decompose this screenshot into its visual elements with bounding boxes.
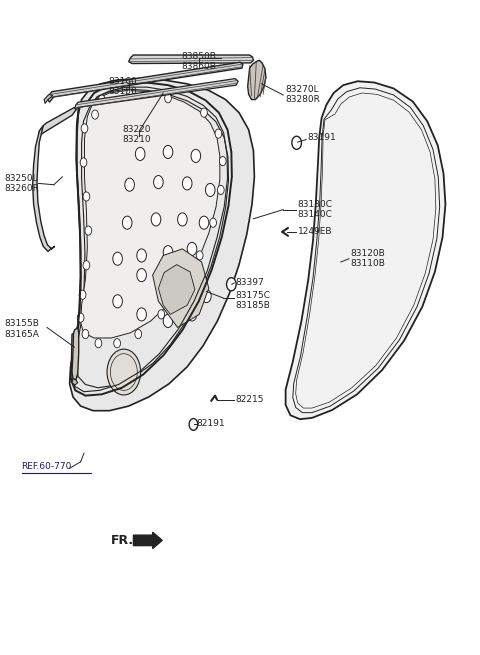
Polygon shape — [158, 265, 195, 314]
Circle shape — [92, 110, 98, 119]
Circle shape — [199, 216, 209, 229]
Text: 83160
83150: 83160 83150 — [108, 77, 137, 96]
Circle shape — [83, 192, 90, 201]
Polygon shape — [153, 249, 209, 328]
Circle shape — [114, 339, 120, 348]
Polygon shape — [72, 328, 79, 380]
Circle shape — [202, 290, 211, 303]
Text: 83175C
83185B: 83175C 83185B — [235, 291, 270, 310]
Circle shape — [182, 177, 192, 190]
Text: 83120B
83110B: 83120B 83110B — [350, 249, 385, 269]
Circle shape — [151, 213, 161, 226]
Circle shape — [135, 329, 142, 339]
Polygon shape — [44, 94, 53, 103]
Circle shape — [219, 157, 226, 166]
Text: FR.: FR. — [110, 534, 133, 547]
Circle shape — [191, 149, 201, 162]
Circle shape — [113, 295, 122, 308]
Circle shape — [210, 218, 216, 227]
Circle shape — [137, 249, 146, 262]
Circle shape — [163, 314, 173, 328]
Circle shape — [196, 251, 203, 260]
Circle shape — [82, 329, 89, 339]
Circle shape — [126, 90, 133, 99]
Circle shape — [85, 226, 92, 235]
Circle shape — [187, 242, 197, 255]
Circle shape — [135, 147, 145, 160]
Circle shape — [98, 95, 105, 104]
Text: 83220
83210: 83220 83210 — [122, 124, 151, 144]
Text: 83130C
83140C: 83130C 83140C — [298, 200, 333, 219]
Circle shape — [95, 339, 102, 348]
Circle shape — [187, 308, 197, 321]
Circle shape — [81, 124, 88, 133]
Circle shape — [217, 185, 224, 195]
Circle shape — [77, 313, 84, 322]
Polygon shape — [129, 55, 253, 64]
Text: 83397: 83397 — [235, 278, 264, 288]
Circle shape — [215, 129, 222, 138]
Circle shape — [178, 213, 187, 226]
Circle shape — [205, 183, 215, 196]
Circle shape — [227, 278, 236, 291]
Polygon shape — [286, 81, 445, 419]
Circle shape — [113, 252, 122, 265]
Circle shape — [122, 216, 132, 229]
Polygon shape — [70, 79, 254, 411]
Circle shape — [80, 158, 87, 167]
Polygon shape — [33, 126, 55, 252]
Circle shape — [201, 108, 207, 117]
Text: 83250L
83260R: 83250L 83260R — [5, 174, 40, 193]
Circle shape — [189, 419, 198, 430]
Polygon shape — [72, 379, 78, 385]
Circle shape — [158, 310, 165, 319]
Circle shape — [179, 282, 186, 291]
Text: 83191: 83191 — [307, 133, 336, 142]
Polygon shape — [81, 90, 220, 338]
Circle shape — [83, 261, 90, 270]
FancyArrow shape — [133, 532, 162, 549]
Polygon shape — [73, 79, 238, 113]
Circle shape — [163, 272, 173, 285]
Polygon shape — [71, 328, 78, 381]
Circle shape — [187, 272, 197, 285]
Text: 1249EB: 1249EB — [298, 227, 332, 236]
Circle shape — [163, 246, 173, 259]
Circle shape — [137, 269, 146, 282]
Text: 83850B
83860B: 83850B 83860B — [182, 52, 216, 71]
Circle shape — [165, 94, 171, 103]
Circle shape — [137, 308, 146, 321]
Polygon shape — [248, 60, 266, 100]
Polygon shape — [48, 62, 243, 102]
Circle shape — [292, 136, 301, 149]
Circle shape — [154, 176, 163, 189]
Text: 83155B
83165A: 83155B 83165A — [5, 319, 40, 339]
Circle shape — [163, 145, 173, 159]
Text: 82191: 82191 — [197, 419, 226, 428]
Circle shape — [125, 178, 134, 191]
Text: 83270L
83280R: 83270L 83280R — [286, 84, 321, 104]
Circle shape — [107, 349, 141, 395]
Circle shape — [79, 290, 86, 299]
Text: REF.60-770: REF.60-770 — [22, 462, 72, 471]
Polygon shape — [38, 107, 76, 136]
Text: 82215: 82215 — [235, 395, 264, 404]
